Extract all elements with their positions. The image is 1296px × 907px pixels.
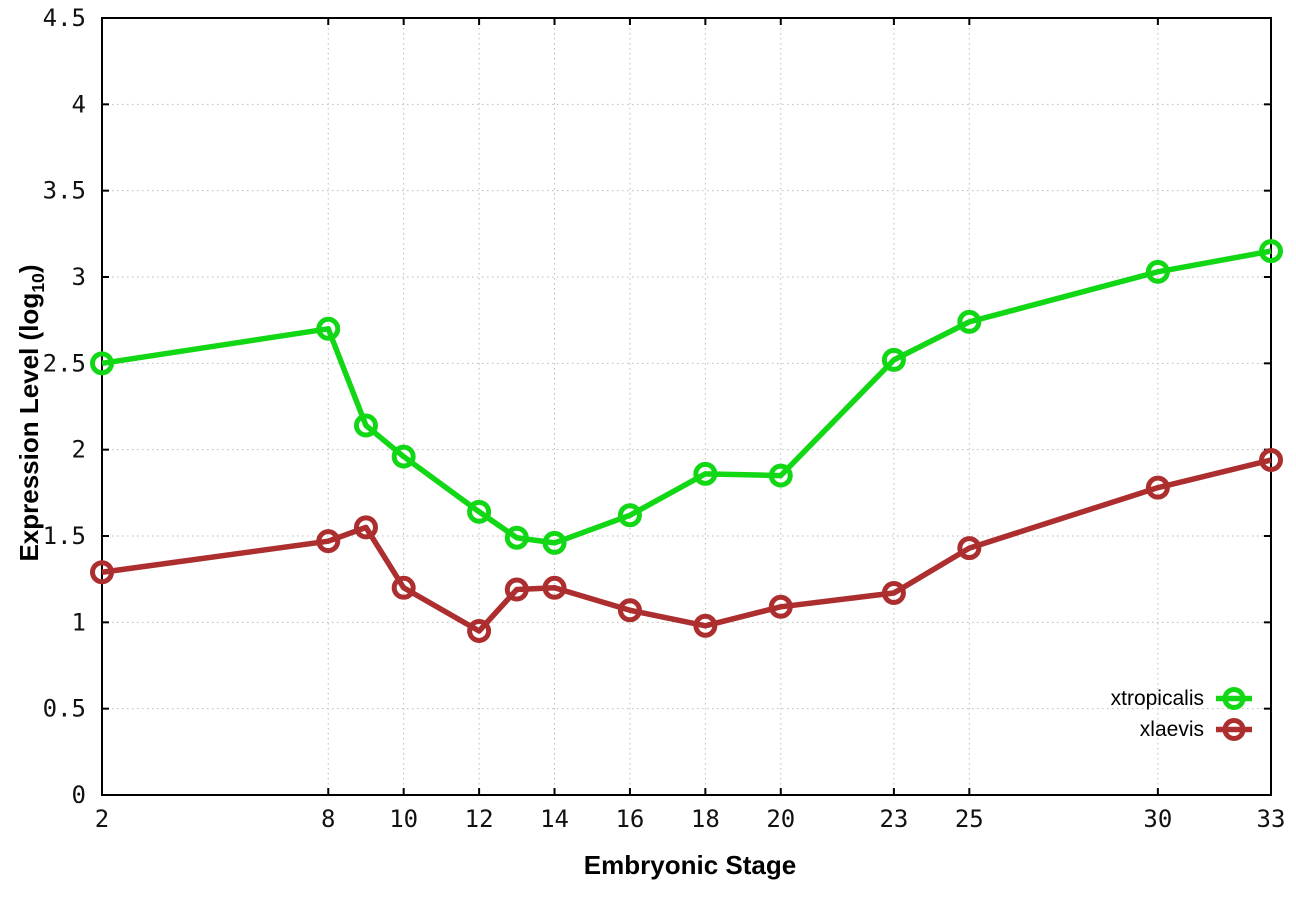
series-xtropicalis	[90, 239, 1283, 555]
data-point	[90, 560, 114, 585]
x-tick-label: 25	[955, 805, 984, 833]
data-point	[353, 413, 378, 438]
x-tick-labels: 2 8 10 12 14 16 18 20 23 25 30 33	[95, 805, 1286, 833]
plot-border	[101, 17, 1272, 796]
data-point	[504, 525, 529, 550]
data-point	[1259, 448, 1283, 473]
x-tick-label: 18	[691, 805, 720, 833]
x-tick-label: 10	[389, 805, 418, 833]
tick-marks	[101, 17, 1272, 796]
legend-sample-marker	[1222, 687, 1246, 710]
data-point	[693, 461, 718, 486]
y-tick-label: 0	[72, 781, 86, 809]
data-point	[881, 347, 906, 372]
x-tick-label: 16	[615, 805, 644, 833]
data-point	[957, 309, 982, 334]
y-tick-labels: 0 0.5 1 1.5 2 2.5 3 3.5 4 4.5	[43, 4, 86, 809]
data-point	[316, 529, 341, 554]
x-tick-label: 23	[879, 805, 908, 833]
data-point	[90, 351, 114, 376]
y-tick-label: 3	[72, 263, 86, 291]
grid-layer	[102, 18, 1271, 795]
legend-sample-marker	[1222, 718, 1246, 741]
y-tick-label: 3.5	[43, 177, 86, 205]
x-tick-label: 20	[766, 805, 795, 833]
x-tick-label: 30	[1143, 805, 1172, 833]
data-point	[1145, 259, 1170, 284]
y-tick-label: 2.5	[43, 349, 86, 377]
legend-label-xtropicalis: xtropicalis	[1110, 686, 1204, 710]
data-point	[768, 594, 793, 619]
y-tick-label: 1	[72, 608, 86, 636]
legend-label-xlaevis: xlaevis	[1139, 717, 1204, 741]
x-tick-label: 12	[465, 805, 494, 833]
x-axis-title: Embryonic Stage	[583, 850, 797, 880]
legend: xtropicalis xlaevis	[1111, 685, 1254, 743]
y-tick-label: 4	[72, 90, 86, 118]
legend-entry-xlaevis: xlaevis	[1111, 716, 1254, 743]
data-point	[391, 444, 416, 469]
y-axis-title-text: Expression Level (log	[14, 292, 44, 562]
data-point	[542, 530, 567, 555]
data-point	[957, 536, 982, 561]
data-point	[1145, 475, 1170, 500]
y-tick-label: 0.5	[43, 695, 86, 723]
data-point	[467, 618, 492, 643]
x-tick-label: 33	[1257, 805, 1286, 833]
x-tick-label: 2	[95, 805, 109, 833]
data-point	[617, 503, 642, 528]
x-tick-label: 14	[540, 805, 569, 833]
y-tick-label: 4.5	[43, 4, 86, 32]
x-tick-label: 8	[321, 805, 335, 833]
y-axis-title: Expression Level (log10)	[14, 264, 49, 561]
legend-marker-xlaevis-icon	[1216, 718, 1252, 741]
legend-marker-xtropicalis-icon	[1216, 687, 1252, 710]
y-axis-title-suffix: )	[14, 264, 44, 274]
data-point	[353, 515, 378, 540]
y-tick-label: 2	[72, 436, 86, 464]
legend-entry-xtropicalis: xtropicalis	[1111, 685, 1254, 712]
data-point	[467, 499, 492, 524]
data-point	[316, 316, 341, 341]
y-axis-title-subscript: 10	[28, 273, 49, 293]
data-point	[504, 577, 529, 602]
data-point	[768, 463, 793, 488]
data-point	[693, 613, 718, 638]
data-point	[542, 575, 567, 600]
series-line-xtropicalis	[101, 248, 1272, 546]
data-point	[881, 580, 906, 605]
data-point	[1259, 239, 1283, 264]
data-point	[391, 575, 416, 600]
series-xlaevis	[90, 448, 1283, 643]
y-tick-label: 1.5	[43, 522, 86, 550]
data-point	[617, 598, 642, 623]
